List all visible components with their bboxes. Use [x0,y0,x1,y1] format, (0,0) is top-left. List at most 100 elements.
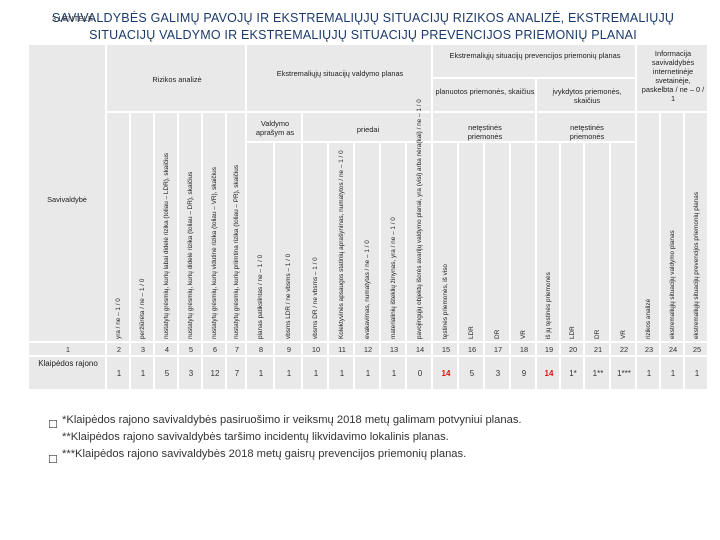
header-prevencijos-planas: Ekstremaliųjų situacijų prevencijos prie… [449,51,621,60]
header-netestines-1: netęstinės priemonės [467,123,503,141]
header-col-20: LDR [560,142,584,342]
header-col-15: tęstinės priemonės, iš viso [432,142,458,342]
header-rizikos-analize: Rizikos analizė [152,75,202,84]
value-23: 1 [646,369,652,378]
header-cell-planuotos: planuotos priemonės, skaičius [432,78,536,112]
num-cell-25: 25 [684,342,708,356]
num-cell-18: 18 [510,342,536,356]
value-cell-16: 5 [458,356,484,390]
value-9: 1 [286,369,292,378]
col-number-24: 24 [668,345,678,354]
header-col-17: DR [484,142,510,342]
value-10: 1 [313,369,319,378]
num-cell-9: 9 [274,342,302,356]
header-col-14: pavojingųjų objektų išorės avarijų valdy… [406,99,432,342]
header-cell-aprasymas: Valdymo aprašym as [246,112,302,142]
header-col-21: DR [584,142,610,342]
value-13: 1 [391,369,397,378]
table-number: 3 LENTELĖ. [51,14,96,23]
bullet-icon-1: ☐ [48,419,58,431]
header-col-10: vbsms DR / ne vbsms – 1 / 0 [302,142,328,342]
num-cell-19: 19 [536,342,560,356]
value-cell-15: 14 [432,356,458,390]
value-cell-11: 1 [328,356,354,390]
col-number-16: 16 [467,345,477,354]
col-number-21: 21 [593,345,603,354]
num-cell-7: 7 [226,342,246,356]
header-cell-priedai: priedai [302,112,432,142]
value-cell-24: 1 [660,356,684,390]
header-label-17: DR [494,329,501,339]
header-savivaldybe: Savivaldybė [47,195,87,204]
header-netestines-2: netęstinės priemonės [569,123,605,141]
value-cell-5: 3 [178,356,202,390]
header-label-11: Kolektyvinės apsaugos statinių aprašynin… [338,150,345,339]
table-title: SAVIVALDYBĖS GALIMŲ PAVOJŲ IR EKSTREMALI… [51,11,675,42]
header-cell-prevencijos: Ekstremaliųjų situacijų prevencijos prie… [432,44,636,78]
col-number-15: 15 [441,345,451,354]
header-col-24: ekstremaliųjų situacijų valdymo planas [660,112,684,342]
num-cell-11: 11 [328,342,354,356]
header-label-9: vbsms LDR / ne vbsms – 1 / 0 [285,253,292,339]
value-8: 1 [258,369,264,378]
header-ivykdytos: įvykdytos priemonės, skaičius [552,87,622,105]
header-label-25: ekstremaliųjų situacijų prevencijos prie… [693,191,700,339]
header-label-21: DR [594,329,601,339]
note-2: **Klaipėdos rajono savivaldybės taršimo … [62,431,449,443]
num-cell-1: 1 [28,342,106,356]
header-cell-netestines-1: netęstinės priemonės [432,112,536,142]
value-2: 1 [116,369,122,378]
value-cell-10: 1 [302,356,328,390]
value-3: 1 [140,369,146,378]
header-label-14: pavojingųjų objektų išorės avarijų valdy… [416,99,423,339]
col-number-4: 4 [164,345,170,354]
header-planuotos: planuotos priemonės, skaičius [435,87,535,96]
header-col-7: nustatytų grėsmių, kurių priimtina rizik… [226,112,246,342]
header-valdymo-planas: Ekstremaliųjų situacijų valdymo planas [276,69,404,78]
num-cell-10: 10 [302,342,328,356]
note-1: *Klaipėdos rajono savivaldybės pasiruoši… [62,414,522,426]
header-col-18: VR [510,142,536,342]
col-number-6: 6 [212,345,218,354]
header-label-7: nustatytų grėsmių, kurių priimtina rizik… [233,164,240,339]
header-cell-valdymo: Ekstremaliųjų situacijų valdymo planas [246,44,432,112]
num-cell-14: 14 [406,342,432,356]
value-21: 1** [592,369,604,378]
header-col-23: rizikos analizė [636,112,660,342]
value-cell-25: 1 [684,356,708,390]
col-number-23: 23 [644,345,654,354]
col-number-25: 25 [692,345,702,354]
bullet-icon-2: ☐ [48,454,58,466]
num-cell-12: 12 [354,342,380,356]
col-number-10: 10 [311,345,321,354]
header-col-19: iš jų tęstinės priemonės [536,142,560,342]
value-cell-22: 1*** [610,356,636,390]
header-cell-netestines-2: netęstinės priemonės [536,112,636,142]
col-number-19: 19 [544,345,554,354]
header-col-4: nustatytų grėsmių, kurių labai didelė ri… [154,112,178,342]
col-number-17: 17 [493,345,503,354]
value-22: 1*** [617,369,631,378]
header-label-15: tęstinės priemonės, iš viso [442,264,449,339]
value-18: 9 [521,369,527,378]
value-19: 14 [544,369,554,378]
num-cell-8: 8 [246,342,274,356]
value-cell-23: 1 [636,356,660,390]
num-cell-21: 21 [584,342,610,356]
header-col-16: LDR [458,142,484,342]
value-16: 5 [469,369,475,378]
col-number-8: 8 [258,345,264,354]
header-label-19: iš jų tęstinės priemonės [545,272,552,339]
value-cell-3: 1 [130,356,154,390]
value-cell-14: 0 [406,356,432,390]
header-cell-informacija: Informacija savivaldybės internetinėje s… [636,44,708,112]
header-label-6: nustatytų grėsmių, kurių vidutinė rizika… [211,167,218,339]
header-label-13: materialinių išteklių žinynas, yra / ne … [390,217,397,339]
col-number-20: 20 [568,345,578,354]
value-cell-17: 3 [484,356,510,390]
num-cell-24: 24 [660,342,684,356]
header-label-4: nustatytų grėsmių, kurių labai didelė ri… [163,152,170,339]
num-cell-22: 22 [610,342,636,356]
header-label-22: VR [620,330,627,339]
header-valdymo-aprasymas: Valdymo aprašym as [255,119,295,137]
